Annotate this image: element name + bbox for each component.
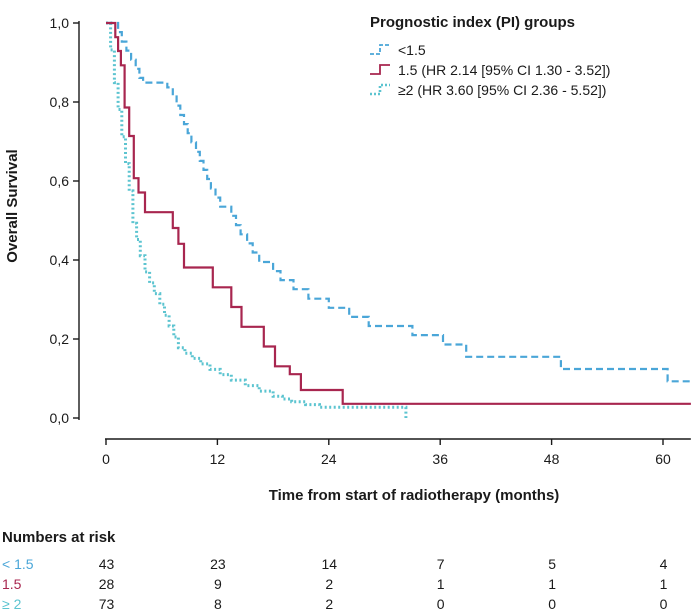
survival-curves (106, 21, 691, 418)
y-tick-label: 0,2 (50, 331, 70, 347)
legend-line-symbol (370, 44, 390, 55)
risk-count: 1 (437, 576, 445, 592)
y-tick-label: 0,4 (50, 252, 70, 268)
risk-count: 7 (437, 556, 445, 572)
x-tick-label: 0 (102, 451, 110, 467)
survival-curve (106, 21, 408, 418)
risk-count: 9 (214, 576, 222, 592)
risk-count: 5 (548, 556, 556, 572)
x-tick-label: 60 (655, 451, 671, 467)
legend-title: Prognostic index (PI) groups (370, 14, 575, 31)
legend: Prognostic index (PI) groups <1.5 1.5 (HR… (370, 14, 610, 98)
risk-table: Numbers at risk < 1.5 43 23 14 7 5 41.5 28 9 2 1 1 1… (2, 529, 668, 609)
risk-count: 0 (548, 596, 556, 609)
risk-count: 23 (210, 556, 226, 572)
axes: 0,0 0,2 0,4 0,6 0,8 1,0 0 12 24 36 48 60 (50, 15, 691, 467)
risk-count: 4 (660, 556, 668, 572)
risk-table-title: Numbers at risk (2, 529, 116, 546)
legend-label: 1.5 (HR 2.14 [95% CI 1.30 - 3.52]) (398, 62, 610, 78)
x-tick-label: 24 (321, 451, 337, 467)
risk-count: 8 (214, 596, 222, 609)
risk-row-label: 1.5 (2, 576, 22, 592)
risk-count: 2 (325, 596, 333, 609)
legend-label: ≥2 (HR 3.60 [95% CI 2.36 - 5.52]) (398, 82, 606, 98)
risk-count: 28 (99, 576, 115, 592)
y-tick-label: 1,0 (50, 15, 70, 31)
y-axis-title: Overall Survival (4, 149, 21, 262)
y-tick-label: 0,0 (50, 410, 70, 426)
risk-count: 73 (99, 596, 115, 609)
risk-count: 0 (660, 596, 668, 609)
y-tick-label: 0,8 (50, 94, 70, 110)
risk-row-label: < 1.5 (2, 556, 34, 572)
legend-line-symbol (370, 64, 390, 75)
x-tick-label: 48 (544, 451, 560, 467)
y-tick-label: 0,6 (50, 173, 70, 189)
legend-line-symbol (370, 83, 390, 96)
x-axis-title: Time from start of radiotherapy (months) (269, 487, 560, 504)
risk-count: 14 (322, 556, 338, 572)
risk-count: 1 (548, 576, 556, 592)
x-tick-label: 12 (210, 451, 226, 467)
risk-count: 43 (99, 556, 115, 572)
x-tick-label: 36 (432, 451, 448, 467)
risk-count: 1 (660, 576, 668, 592)
risk-count: 2 (325, 576, 333, 592)
risk-count: 0 (437, 596, 445, 609)
survival-curve (106, 21, 691, 405)
legend-label: <1.5 (398, 42, 426, 58)
risk-row-label: ≥ 2 (2, 596, 22, 609)
